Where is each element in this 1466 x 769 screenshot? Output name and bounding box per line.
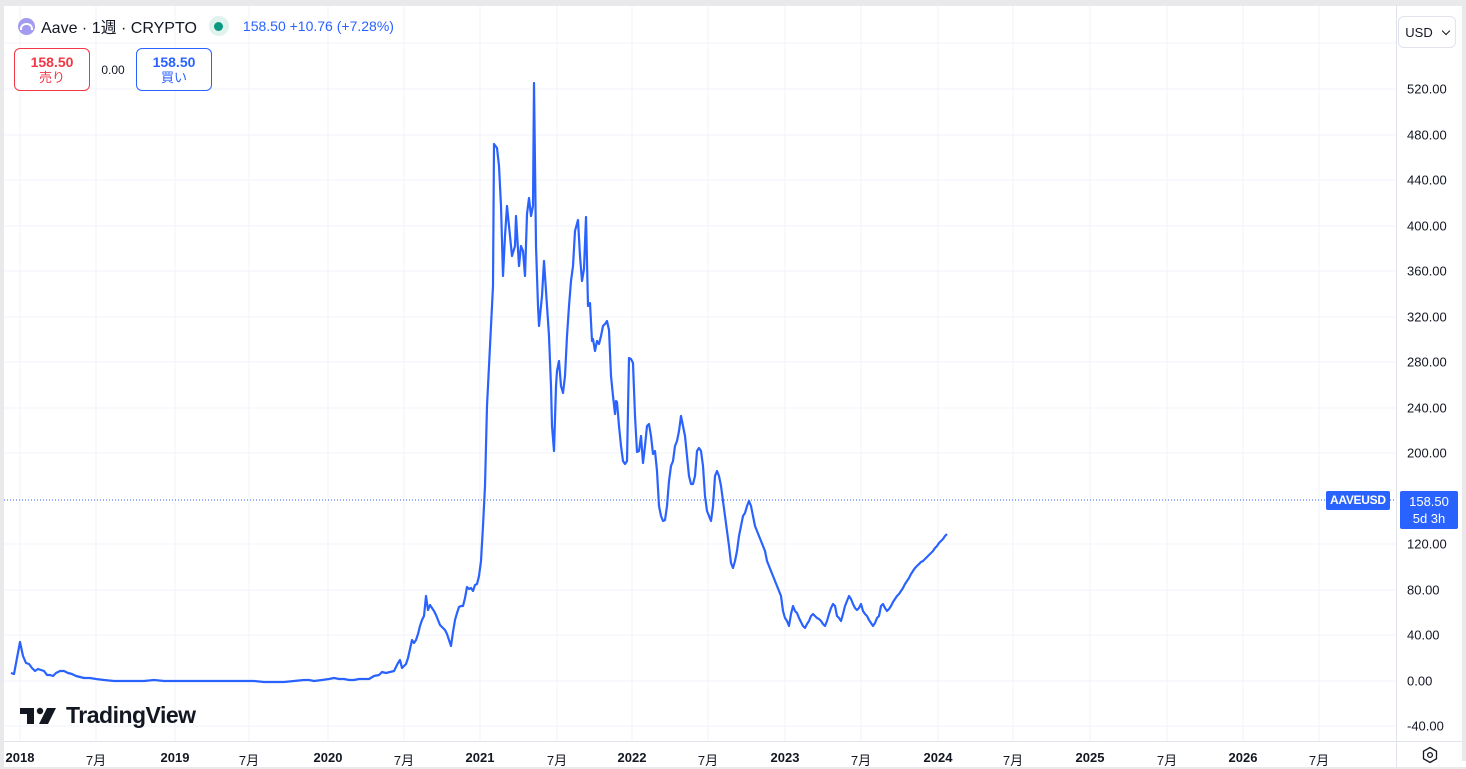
y-tick: 40.00 [1407,627,1440,643]
y-tick: 360.00 [1407,263,1447,279]
sell-button[interactable]: 158.50 売り [14,48,90,91]
symbol-price-tag: AAVEUSD [1326,491,1390,510]
chart-settings-button[interactable] [1396,741,1462,767]
x-tick: 2026 [1228,750,1258,765]
y-tick: 240.00 [1407,400,1447,416]
last-price: 158.50 [242,18,286,34]
x-tick: 7月 [85,753,107,768]
market-status-icon[interactable] [208,16,229,36]
y-tick: 200.00 [1407,445,1447,461]
right-edge-strip [1462,0,1466,761]
y-tick: -40.00 [1407,718,1444,734]
chart-legend: Aave · 1週 · CRYPTO 158.50 +10.76 (+7.28%… [18,14,394,38]
tradingview-logo[interactable]: TradingView [20,702,196,729]
chart-frame: Aave · 1週 · CRYPTO 158.50 +10.76 (+7.28%… [4,6,1466,768]
price-change-pct: (+7.28%) [336,18,394,34]
price-change-abs: +10.76 [289,18,333,34]
x-tick: 2025 [1075,750,1105,765]
y-tick: 400.00 [1407,218,1447,234]
x-tick: 2022 [617,750,647,765]
y-tick: 0.00 [1407,673,1433,689]
last-price-tag-value: 158.50 [1409,494,1449,509]
spread-value: 0.00 [101,62,125,77]
x-tick: 7月 [1156,753,1178,768]
x-tick: 7月 [697,753,719,768]
x-tick: 7月 [238,753,260,768]
y-tick: 480.00 [1407,127,1447,143]
x-tick: 7月 [393,753,415,768]
x-tick: 2020 [313,750,343,765]
x-tick: 2018 [5,750,35,765]
price-change: 158.50 +10.76 (+7.28%) [243,18,394,34]
trade-buttons: 158.50 売り 0.00 158.50 買い [14,48,212,91]
x-tick: 7月 [1308,753,1330,768]
price-line-svg [4,6,1396,741]
currency-select[interactable]: USD [1398,16,1456,48]
buy-price: 158.50 [152,53,196,70]
x-tick: 7月 [546,753,568,768]
x-tick: 7月 [1002,753,1024,768]
sell-price: 158.50 [30,53,74,70]
tradingview-logo-icon [20,707,56,724]
bar-countdown: 5d 3h [1412,511,1446,526]
currency-value: USD [1405,24,1433,40]
x-tick: 2019 [160,750,190,765]
buy-button[interactable]: 158.50 買い [136,48,212,91]
price-axis[interactable]: 520.00 480.00 440.00 400.00 360.00 320.0… [1396,6,1462,741]
y-tick: 520.00 [1407,81,1447,97]
settings-icon [1422,746,1437,763]
chart-plot-area[interactable] [4,6,1396,741]
buy-label: 買い [160,69,187,85]
brand-name: TradingView [66,702,196,728]
aave-logo-icon [18,17,35,35]
y-tick: 280.00 [1407,354,1447,370]
sell-label: 売り [38,69,65,85]
symbol-title[interactable]: Aave · 1週 · CRYPTO [41,20,197,37]
y-tick: 440.00 [1407,172,1447,188]
y-tick: 320.00 [1407,309,1447,325]
x-tick: 2021 [465,750,495,765]
x-tick: 7月 [850,753,872,768]
y-tick: 80.00 [1407,582,1440,598]
x-tick: 2023 [770,750,800,765]
chevron-down-icon [1441,26,1450,35]
x-tick: 2024 [923,750,953,765]
last-price-tag: 158.50 5d 3h [1400,491,1458,529]
time-axis[interactable]: 2018 7月 2019 7月 2020 7月 2021 7月 2022 7月 … [4,741,1396,768]
y-tick: 120.00 [1407,536,1447,552]
